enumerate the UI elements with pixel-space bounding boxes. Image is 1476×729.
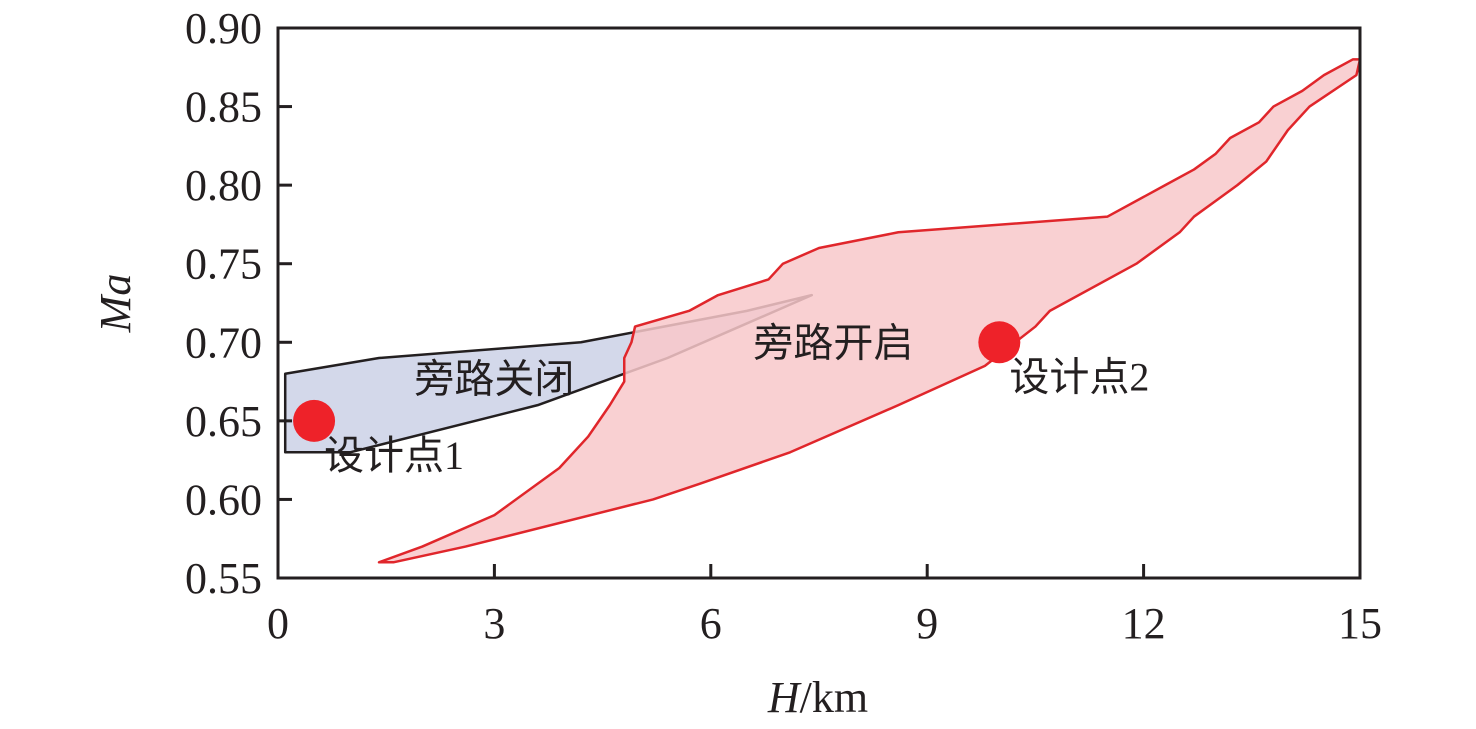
y-tick-label: 0.85 bbox=[185, 83, 262, 132]
plot-frame bbox=[276, 26, 1362, 580]
x-axis-label: H/km bbox=[767, 673, 868, 722]
y-tick-label: 0.70 bbox=[185, 318, 262, 367]
design-point-label: 设计点2 bbox=[1009, 354, 1149, 399]
y-axis-label: Ma bbox=[91, 274, 140, 334]
envelope-area-bypass-open bbox=[377, 58, 1362, 564]
design-point-marker bbox=[978, 321, 1021, 364]
design-points: 设计点1 设计点2 bbox=[293, 321, 1149, 478]
area-label: 旁路开启 bbox=[753, 320, 913, 365]
x-tick-label: 3 bbox=[483, 599, 505, 648]
design-point-marker bbox=[293, 399, 336, 442]
x-axis: 0 3 6 9 12 15 bbox=[267, 564, 1382, 648]
y-tick-label: 0.90 bbox=[185, 4, 262, 53]
x-tick-label: 15 bbox=[1338, 599, 1382, 648]
x-tick-label: 6 bbox=[700, 599, 722, 648]
design-point-label: 设计点1 bbox=[324, 433, 464, 478]
x-tick-label: 12 bbox=[1122, 599, 1166, 648]
x-tick-label: 0 bbox=[267, 599, 289, 648]
y-axis: 0.55 0.60 0.65 0.70 0.75 0.80 0.85 0.90 bbox=[185, 4, 292, 603]
area-label: 旁路关闭 bbox=[414, 356, 574, 401]
y-tick-label: 0.55 bbox=[185, 554, 262, 603]
y-tick-label: 0.65 bbox=[185, 397, 262, 446]
y-tick-label: 0.60 bbox=[185, 475, 262, 524]
y-tick-label: 0.80 bbox=[185, 161, 262, 210]
envelope-areas: 旁路关闭 旁路开启 bbox=[283, 58, 1362, 564]
x-tick-label: 9 bbox=[916, 599, 938, 648]
y-tick-label: 0.75 bbox=[185, 240, 262, 289]
